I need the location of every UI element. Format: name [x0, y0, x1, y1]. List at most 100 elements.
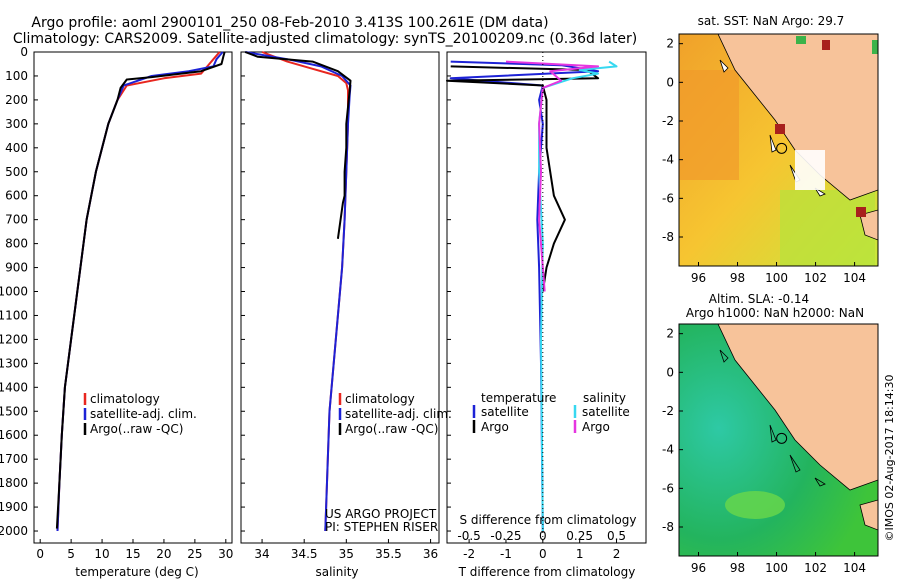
legend-sal-satellite-label: satellite — [582, 405, 630, 419]
map-y-tick-label: -4 — [662, 153, 674, 167]
depth-tick-label: 900 — [5, 261, 28, 275]
depth-tick-label: 100 — [5, 69, 28, 83]
title-line-2: Climatology: CARS2009. Satellite-adjuste… — [13, 31, 637, 47]
legend-argo-label: Argo(..raw -QC) — [345, 422, 438, 436]
sla-low-patch — [725, 491, 785, 519]
sst-map-frame — [678, 33, 879, 267]
depth-tick-label: 2000 — [0, 524, 28, 538]
temperature-plot — [55, 51, 226, 532]
legend-temp-satellite-label: satellite — [481, 405, 529, 419]
x-tick-label: 25 — [187, 547, 202, 561]
salinity-x-ticks: 34 34.5 35 35.5 36 — [254, 539, 438, 561]
s-tick-label: 0.25 — [566, 529, 593, 543]
sla-map-frame — [678, 323, 879, 557]
sst-green-pixel — [872, 40, 878, 54]
imos-credit: ©IMOS 02-Aug-2017 18:14:30 — [883, 375, 896, 542]
map-y-tick-label: -2 — [662, 114, 674, 128]
difference-legend: temperature salinity satellite Argo sate… — [472, 391, 630, 434]
sst-hot-pixel — [856, 207, 866, 217]
s-tick-label: -0.25 — [490, 529, 521, 543]
float-position-marker — [776, 432, 788, 444]
map-x-tick-label: 98 — [730, 271, 745, 285]
title-line-1: Argo profile: aoml 2900101_250 08-Feb-20… — [31, 15, 548, 31]
x-tick-label: 1 — [576, 547, 584, 561]
depth-axis: 0 100 200 300 400 500 600 700 800 900 1000 1100 1200… — [0, 45, 451, 538]
depth-tick-label: 1600 — [0, 428, 28, 442]
t-difference-label: T difference from climatology — [458, 565, 636, 579]
sst-warm-patch — [679, 70, 739, 180]
salinity-x-label: salinity — [315, 565, 358, 579]
temperature-x-ticks: 0 5 10 15 20 25 30 — [36, 539, 233, 561]
java-land — [859, 209, 878, 241]
s-difference-label: S difference from climatology — [460, 513, 637, 527]
java-land — [859, 499, 878, 531]
map-x-tick-label: 100 — [765, 271, 788, 285]
x-tick-label: 35 — [339, 547, 354, 561]
depth-tick-label: 200 — [5, 93, 28, 107]
sst-cool-patch — [780, 190, 875, 266]
credit-project: US ARGO PROJECT — [325, 507, 437, 521]
x-tick-label: 34.5 — [291, 547, 318, 561]
depth-tick-label: 1300 — [0, 356, 28, 370]
sst-map-axes: 96 98 100 102 104 2 0 -2 -4 -6 -8 — [662, 37, 866, 285]
legend-argo-label: Argo(..raw -QC) — [90, 422, 183, 436]
depth-tick-label: 1100 — [0, 308, 28, 322]
map-x-tick-label: 96 — [691, 561, 706, 575]
map-y-tick-label: -8 — [662, 520, 674, 534]
mentawai-islands — [719, 349, 826, 487]
difference-x-ticks: -2 -1 0 1 2 — [463, 539, 620, 561]
depth-tick-label: 600 — [5, 189, 28, 203]
credit-pi: PI: STEPHEN RISER — [325, 520, 438, 534]
map-x-tick-label: 98 — [730, 561, 745, 575]
depth-tick-label: 1000 — [0, 285, 28, 299]
salinity-plot — [244, 51, 352, 532]
s-tick-label: -0.5 — [457, 529, 480, 543]
legend-climatology-label: climatology — [90, 392, 160, 406]
salinity-legend: climatology satellite-adj. clim. Argo(..… — [338, 392, 452, 436]
sla-map-title-line-1: Altim. SLA: -0.14 — [709, 292, 809, 306]
depth-tick-label: 300 — [5, 117, 28, 131]
difference-plot — [446, 52, 618, 543]
map-x-tick-label: 104 — [843, 561, 866, 575]
difference-panel-frame — [446, 51, 647, 544]
map-x-tick-label: 102 — [804, 561, 827, 575]
depth-tick-label: 1900 — [0, 500, 28, 514]
sst-map-title: sat. SST: NaN Argo: 29.7 — [698, 14, 845, 28]
series-line-temperature-satellite — [449, 60, 600, 532]
x-tick-label: 0 — [539, 547, 547, 561]
x-tick-label: 15 — [125, 547, 140, 561]
x-tick-label: 36 — [423, 547, 438, 561]
series-line-argo-raw-qc — [244, 51, 352, 239]
legend-salinity-header: salinity — [583, 391, 626, 405]
map-y-tick-label: -6 — [662, 191, 674, 205]
series-line-salinity-argo — [505, 60, 600, 292]
depth-tick-label: 400 — [5, 141, 28, 155]
map-y-tick-label: -2 — [662, 404, 674, 418]
sst-hot-pixel — [822, 40, 830, 50]
depth-tick-label: 1500 — [0, 404, 28, 418]
depth-tick-label: 0 — [20, 45, 28, 59]
temperature-legend: climatology satellite-adj. clim. Argo(..… — [83, 392, 197, 436]
map-y-tick-label: 0 — [666, 75, 674, 89]
temperature-x-label: temperature (deg C) — [75, 565, 198, 579]
float-position-marker — [776, 142, 788, 154]
x-tick-label: 20 — [156, 547, 171, 561]
sst-cloud-mask — [795, 150, 825, 190]
map-y-tick-label: -6 — [662, 481, 674, 495]
series-line-argo-raw-qc — [55, 51, 226, 529]
map-x-tick-label: 104 — [843, 271, 866, 285]
series-line-climatology — [261, 51, 349, 532]
map-y-tick-label: -4 — [662, 443, 674, 457]
legend-temp-argo-label: Argo — [481, 420, 509, 434]
depth-tick-label: 700 — [5, 213, 28, 227]
legend-sal-argo-label: Argo — [582, 420, 610, 434]
depth-tick-label: 1700 — [0, 452, 28, 466]
sumatra-land — [717, 324, 878, 491]
legend-satellite-label: satellite-adj. clim. — [345, 407, 452, 421]
x-tick-label: 35.5 — [375, 547, 402, 561]
x-tick-label: -2 — [463, 547, 475, 561]
sla-map-title-line-2: Argo h1000: NaN h2000: NaN — [686, 306, 864, 320]
depth-tick-label: 1800 — [0, 476, 28, 490]
map-y-tick-label: -8 — [662, 230, 674, 244]
